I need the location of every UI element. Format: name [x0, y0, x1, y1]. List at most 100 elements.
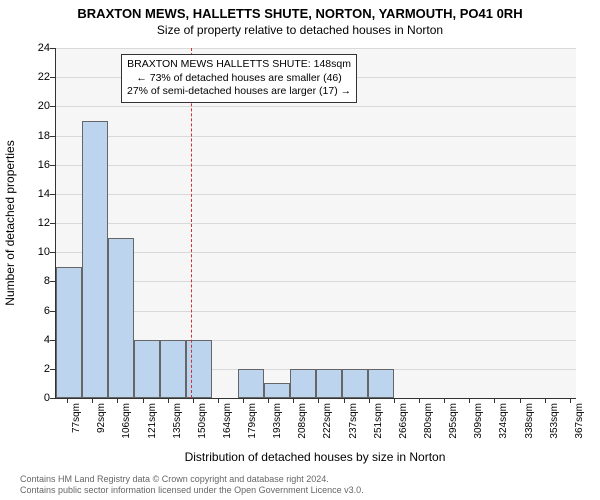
- ytick-label: 10: [25, 246, 50, 258]
- xtick-label: 77sqm: [71, 403, 82, 433]
- gridline: [56, 194, 576, 195]
- annotation-line: BRAXTON MEWS HALLETTS SHUTE: 148sqm: [127, 58, 351, 72]
- histogram-bar: [342, 369, 368, 398]
- xtick-mark: [117, 398, 118, 403]
- ytick-mark: [50, 165, 55, 166]
- annotation-line: ← 73% of detached houses are smaller (46…: [127, 72, 351, 86]
- gridline: [56, 252, 576, 253]
- ytick-mark: [50, 252, 55, 253]
- gridline: [56, 223, 576, 224]
- ytick-label: 18: [25, 130, 50, 142]
- ytick-label: 12: [25, 217, 50, 229]
- histogram-bar: [316, 369, 342, 398]
- histogram-bar: [290, 369, 316, 398]
- ytick-mark: [50, 398, 55, 399]
- xtick-mark: [394, 398, 395, 403]
- chart-subtitle: Size of property relative to detached ho…: [0, 21, 600, 37]
- ytick-mark: [50, 223, 55, 224]
- ytick-label: 0: [25, 392, 50, 404]
- ytick-mark: [50, 136, 55, 137]
- xtick-label: 367sqm: [574, 403, 585, 439]
- xtick-label: 324sqm: [498, 403, 509, 439]
- xtick-mark: [92, 398, 93, 403]
- ytick-mark: [50, 311, 55, 312]
- xtick-label: 251sqm: [373, 403, 384, 439]
- attribution-line2: Contains public sector information licen…: [20, 485, 364, 496]
- histogram-bar: [264, 383, 290, 398]
- xtick-label: 338sqm: [524, 403, 535, 439]
- xtick-mark: [344, 398, 345, 403]
- xtick-label: 353sqm: [549, 403, 560, 439]
- xtick-label: 92sqm: [96, 403, 107, 433]
- y-axis-label: Number of detached properties: [3, 140, 17, 305]
- xtick-label: 266sqm: [398, 403, 409, 439]
- xtick-mark: [520, 398, 521, 403]
- attribution-text: Contains HM Land Registry data © Crown c…: [20, 474, 364, 496]
- xtick-mark: [168, 398, 169, 403]
- plot-background: BRAXTON MEWS HALLETTS SHUTE: 148sqm← 73%…: [55, 48, 576, 399]
- xtick-label: 222sqm: [322, 403, 333, 439]
- xtick-label: 150sqm: [197, 403, 208, 439]
- ytick-label: 4: [25, 334, 50, 346]
- annotation-box: BRAXTON MEWS HALLETTS SHUTE: 148sqm← 73%…: [121, 54, 357, 103]
- ytick-mark: [50, 48, 55, 49]
- histogram-bar: [238, 369, 264, 398]
- ytick-label: 16: [25, 159, 50, 171]
- histogram-bar: [56, 267, 82, 398]
- xtick-label: 106sqm: [121, 403, 132, 439]
- xtick-label: 164sqm: [222, 403, 233, 439]
- xtick-mark: [444, 398, 445, 403]
- gridline: [56, 165, 576, 166]
- histogram-bar: [368, 369, 394, 398]
- gridline: [56, 281, 576, 282]
- attribution-line1: Contains HM Land Registry data © Crown c…: [20, 474, 364, 485]
- xtick-mark: [67, 398, 68, 403]
- ytick-label: 20: [25, 100, 50, 112]
- xtick-label: 237sqm: [348, 403, 359, 439]
- xtick-mark: [545, 398, 546, 403]
- xtick-mark: [369, 398, 370, 403]
- ytick-label: 8: [25, 275, 50, 287]
- gridline: [56, 106, 576, 107]
- ytick-label: 2: [25, 363, 50, 375]
- ytick-mark: [50, 77, 55, 78]
- xtick-mark: [469, 398, 470, 403]
- ytick-label: 6: [25, 305, 50, 317]
- xtick-label: 193sqm: [272, 403, 283, 439]
- ytick-mark: [50, 106, 55, 107]
- xtick-label: 295sqm: [448, 403, 459, 439]
- gridline: [56, 48, 576, 49]
- gridline: [56, 311, 576, 312]
- ytick-label: 22: [25, 71, 50, 83]
- chart-area: BRAXTON MEWS HALLETTS SHUTE: 148sqm← 73%…: [55, 48, 575, 398]
- xtick-mark: [318, 398, 319, 403]
- ytick-mark: [50, 369, 55, 370]
- histogram-bar: [108, 238, 134, 398]
- ytick-mark: [50, 340, 55, 341]
- xtick-label: 208sqm: [297, 403, 308, 439]
- xtick-mark: [143, 398, 144, 403]
- ytick-label: 24: [25, 42, 50, 54]
- xtick-mark: [268, 398, 269, 403]
- xtick-mark: [570, 398, 571, 403]
- annotation-line: 27% of semi-detached houses are larger (…: [127, 85, 351, 99]
- histogram-bar: [160, 340, 186, 398]
- xtick-label: 135sqm: [172, 403, 183, 439]
- histogram-bar: [186, 340, 212, 398]
- xtick-mark: [293, 398, 294, 403]
- xtick-mark: [243, 398, 244, 403]
- chart-title: BRAXTON MEWS, HALLETTS SHUTE, NORTON, YA…: [0, 0, 600, 21]
- xtick-mark: [419, 398, 420, 403]
- histogram-bar: [134, 340, 160, 398]
- xtick-label: 309sqm: [473, 403, 484, 439]
- x-axis-label: Distribution of detached houses by size …: [55, 450, 575, 464]
- xtick-mark: [494, 398, 495, 403]
- histogram-bar: [82, 121, 108, 398]
- xtick-label: 121sqm: [147, 403, 158, 439]
- xtick-mark: [193, 398, 194, 403]
- xtick-label: 179sqm: [247, 403, 258, 439]
- ytick-label: 14: [25, 188, 50, 200]
- gridline: [56, 136, 576, 137]
- ytick-mark: [50, 194, 55, 195]
- ytick-mark: [50, 281, 55, 282]
